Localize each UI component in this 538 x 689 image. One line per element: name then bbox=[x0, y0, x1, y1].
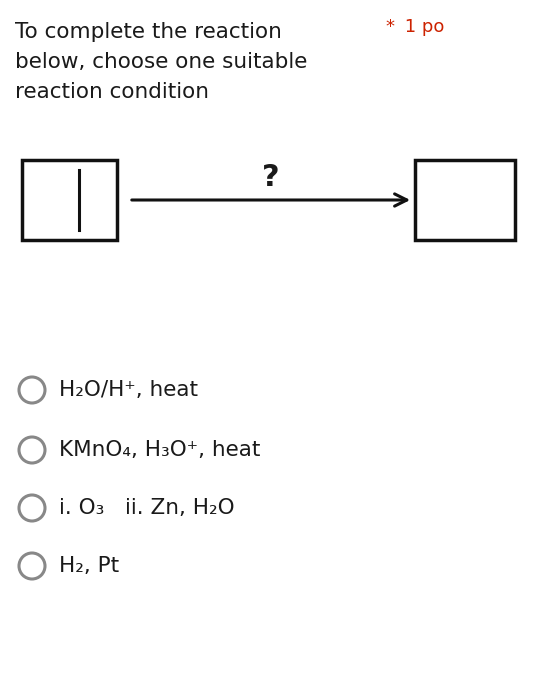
Text: KMnO₄, H₃O⁺, heat: KMnO₄, H₃O⁺, heat bbox=[59, 440, 260, 460]
Bar bbox=[415, 160, 515, 240]
Text: H₂, Pt: H₂, Pt bbox=[59, 556, 119, 576]
Bar bbox=[22, 160, 117, 240]
Text: *: * bbox=[385, 18, 394, 36]
Text: H₂O/H⁺, heat: H₂O/H⁺, heat bbox=[59, 380, 198, 400]
Text: reaction condition: reaction condition bbox=[15, 82, 209, 102]
Text: below, choose one suitable: below, choose one suitable bbox=[15, 52, 307, 72]
Text: i. O₃   ii. Zn, H₂O: i. O₃ ii. Zn, H₂O bbox=[59, 498, 235, 518]
Text: ?: ? bbox=[262, 163, 280, 192]
Text: To complete the reaction: To complete the reaction bbox=[15, 22, 282, 42]
Text: 1 po: 1 po bbox=[399, 18, 444, 36]
